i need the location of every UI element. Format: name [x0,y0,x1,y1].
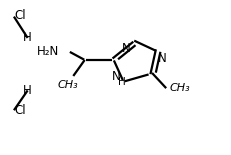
Text: N: N [122,42,130,55]
Text: H: H [119,77,126,87]
Text: N: N [158,52,167,65]
Text: H: H [23,84,32,97]
Text: Cl: Cl [14,104,26,117]
Text: CH₃: CH₃ [169,83,190,93]
Text: Cl: Cl [14,9,26,22]
Text: H₂N: H₂N [37,45,60,58]
Text: H: H [23,31,32,44]
Text: CH₃: CH₃ [57,80,78,90]
Text: N: N [112,70,121,83]
